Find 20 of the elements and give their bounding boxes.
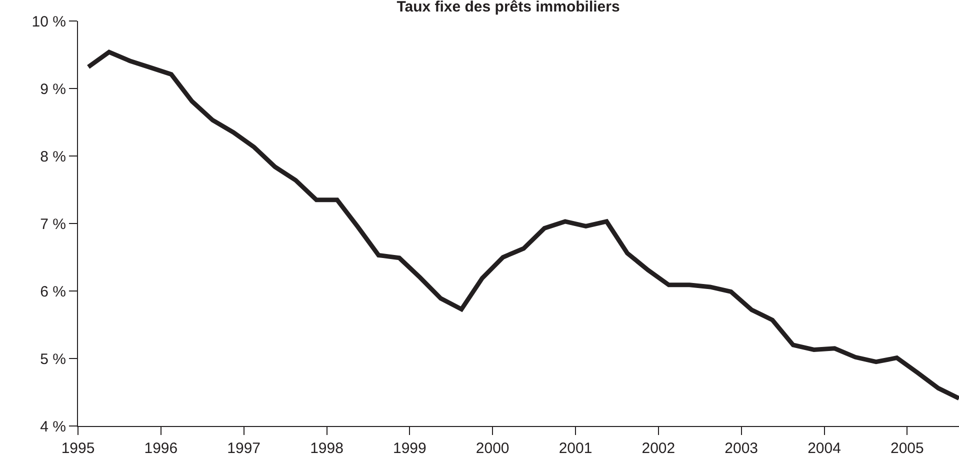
x-tick-label: 1996 [144, 440, 178, 457]
y-tick-label: 5 % [40, 350, 66, 368]
x-tick-label: 1999 [392, 440, 426, 457]
y-tick-label: 9 % [40, 80, 66, 98]
y-tick-label: 6 % [40, 283, 66, 300]
x-tick-label: 2002 [642, 440, 676, 457]
y-tick-label: 7 % [40, 216, 66, 233]
y-tick-label: 4 % [40, 418, 66, 436]
x-tick-label: 2005 [890, 440, 924, 457]
x-tick-label: 2000 [476, 440, 510, 457]
x-tick-label: 2004 [808, 440, 841, 457]
chart-title: Taux fixe des prêts immobiliers [396, 0, 620, 16]
x-tick-label: 1997 [227, 440, 261, 457]
x-tick-label: 2003 [724, 440, 758, 457]
y-tick-label: 8 % [40, 148, 66, 166]
line-series [86, 50, 959, 401]
x-tick-label: 1995 [61, 440, 95, 457]
x-tick-label: 2001 [558, 440, 592, 457]
y-tick-label: 10 % [32, 13, 66, 30]
x-tick-label: 1998 [310, 440, 344, 457]
